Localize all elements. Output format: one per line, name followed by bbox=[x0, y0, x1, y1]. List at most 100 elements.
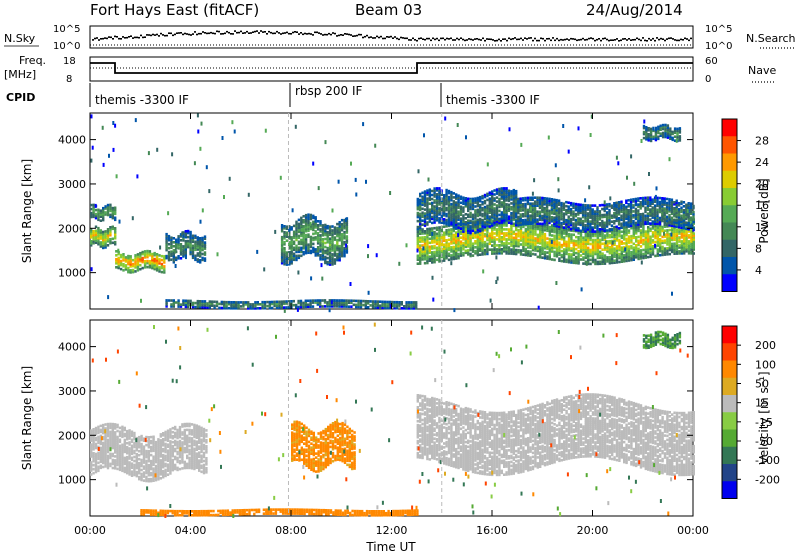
power-cell bbox=[620, 258, 623, 261]
power-cell bbox=[515, 221, 518, 225]
power-cell bbox=[560, 215, 563, 219]
power-cell bbox=[651, 225, 655, 228]
power-cell bbox=[297, 230, 301, 234]
power-cell bbox=[336, 252, 339, 256]
power-cell bbox=[562, 218, 566, 221]
power-cell bbox=[591, 216, 594, 219]
power-cell bbox=[630, 238, 633, 242]
power-cell bbox=[678, 230, 681, 233]
power-cell bbox=[328, 305, 331, 308]
power-cell bbox=[438, 230, 441, 233]
power-cell bbox=[491, 208, 494, 211]
power-cell bbox=[491, 206, 494, 209]
power-cell bbox=[357, 301, 360, 305]
power-cell bbox=[541, 238, 544, 242]
power-cell bbox=[517, 230, 520, 234]
power-cell bbox=[426, 239, 429, 243]
power-cell bbox=[189, 232, 192, 236]
power-cell bbox=[328, 243, 332, 246]
power-cell bbox=[675, 244, 679, 247]
power-cell bbox=[338, 254, 341, 258]
power-cell bbox=[574, 224, 578, 228]
power-cell bbox=[340, 242, 344, 246]
power-cell bbox=[165, 254, 168, 258]
power-cell bbox=[591, 218, 594, 221]
power-cell bbox=[577, 250, 580, 253]
power-cell bbox=[548, 217, 551, 221]
power-cell bbox=[459, 252, 463, 255]
freq-tick-bottom: 8 bbox=[66, 74, 72, 85]
power-noise-cell bbox=[654, 243, 656, 248]
power-cell bbox=[428, 214, 431, 217]
power-cell bbox=[90, 213, 93, 217]
power-cell bbox=[632, 204, 635, 207]
power-cell bbox=[464, 217, 467, 220]
power-cell bbox=[656, 196, 659, 200]
power-cell bbox=[553, 254, 556, 258]
power-cell bbox=[153, 253, 156, 257]
power-cell bbox=[637, 229, 640, 233]
power-cell bbox=[483, 199, 487, 203]
power-cell bbox=[682, 221, 686, 224]
power-cell bbox=[635, 244, 638, 247]
power-cell bbox=[678, 240, 681, 243]
power-cell bbox=[433, 211, 436, 214]
power-cell bbox=[656, 242, 659, 245]
power-cell bbox=[450, 190, 453, 194]
power-cell bbox=[512, 192, 515, 196]
power-cell bbox=[179, 257, 183, 260]
vel-cell bbox=[99, 438, 102, 442]
power-cell bbox=[428, 202, 431, 205]
power-cell bbox=[431, 227, 434, 230]
power-cell bbox=[309, 243, 313, 247]
power-cell bbox=[615, 231, 619, 234]
power-cell bbox=[345, 247, 349, 250]
power-cell bbox=[505, 248, 508, 251]
power-cell bbox=[457, 202, 460, 205]
power-cell bbox=[395, 306, 399, 310]
power-cell bbox=[615, 203, 618, 207]
power-cell bbox=[328, 229, 332, 232]
power-cell bbox=[307, 213, 310, 216]
power-cell bbox=[433, 258, 436, 262]
power-cell bbox=[189, 252, 192, 256]
power-cell bbox=[637, 249, 640, 253]
power-cell bbox=[459, 254, 463, 257]
power-cell bbox=[519, 207, 522, 210]
power-cell bbox=[199, 305, 202, 309]
power-cell bbox=[371, 300, 375, 303]
power-cell bbox=[435, 236, 439, 240]
power-cell bbox=[445, 233, 448, 236]
power-cell bbox=[617, 207, 621, 210]
power-cell bbox=[419, 238, 422, 241]
power-cell bbox=[131, 270, 135, 274]
power-cell bbox=[283, 241, 286, 244]
power-cell bbox=[692, 222, 695, 225]
power-cell bbox=[596, 250, 599, 254]
power-cell bbox=[584, 218, 587, 221]
power-cell bbox=[541, 248, 544, 251]
power-cell bbox=[623, 230, 626, 233]
power-cell bbox=[565, 218, 568, 222]
power-cell bbox=[364, 301, 367, 305]
power-cell bbox=[184, 249, 187, 253]
power-cell bbox=[307, 303, 310, 306]
power-cell bbox=[594, 252, 597, 256]
power-cell bbox=[555, 222, 558, 226]
power-cell bbox=[627, 241, 631, 244]
power-cell bbox=[545, 215, 549, 218]
power-cell bbox=[654, 228, 657, 232]
power-cell bbox=[433, 250, 436, 254]
power-cell bbox=[584, 210, 587, 213]
power-cell bbox=[92, 215, 95, 219]
power-cell bbox=[450, 218, 453, 222]
power-cell bbox=[491, 202, 494, 205]
vel-cell bbox=[92, 436, 95, 439]
power-cell bbox=[476, 208, 479, 212]
power-cell bbox=[438, 217, 441, 220]
power-cell bbox=[314, 236, 317, 239]
power-cell bbox=[352, 303, 355, 307]
power-cell bbox=[606, 246, 609, 249]
power-cell bbox=[199, 249, 202, 252]
power-noise-cell bbox=[197, 129, 200, 134]
